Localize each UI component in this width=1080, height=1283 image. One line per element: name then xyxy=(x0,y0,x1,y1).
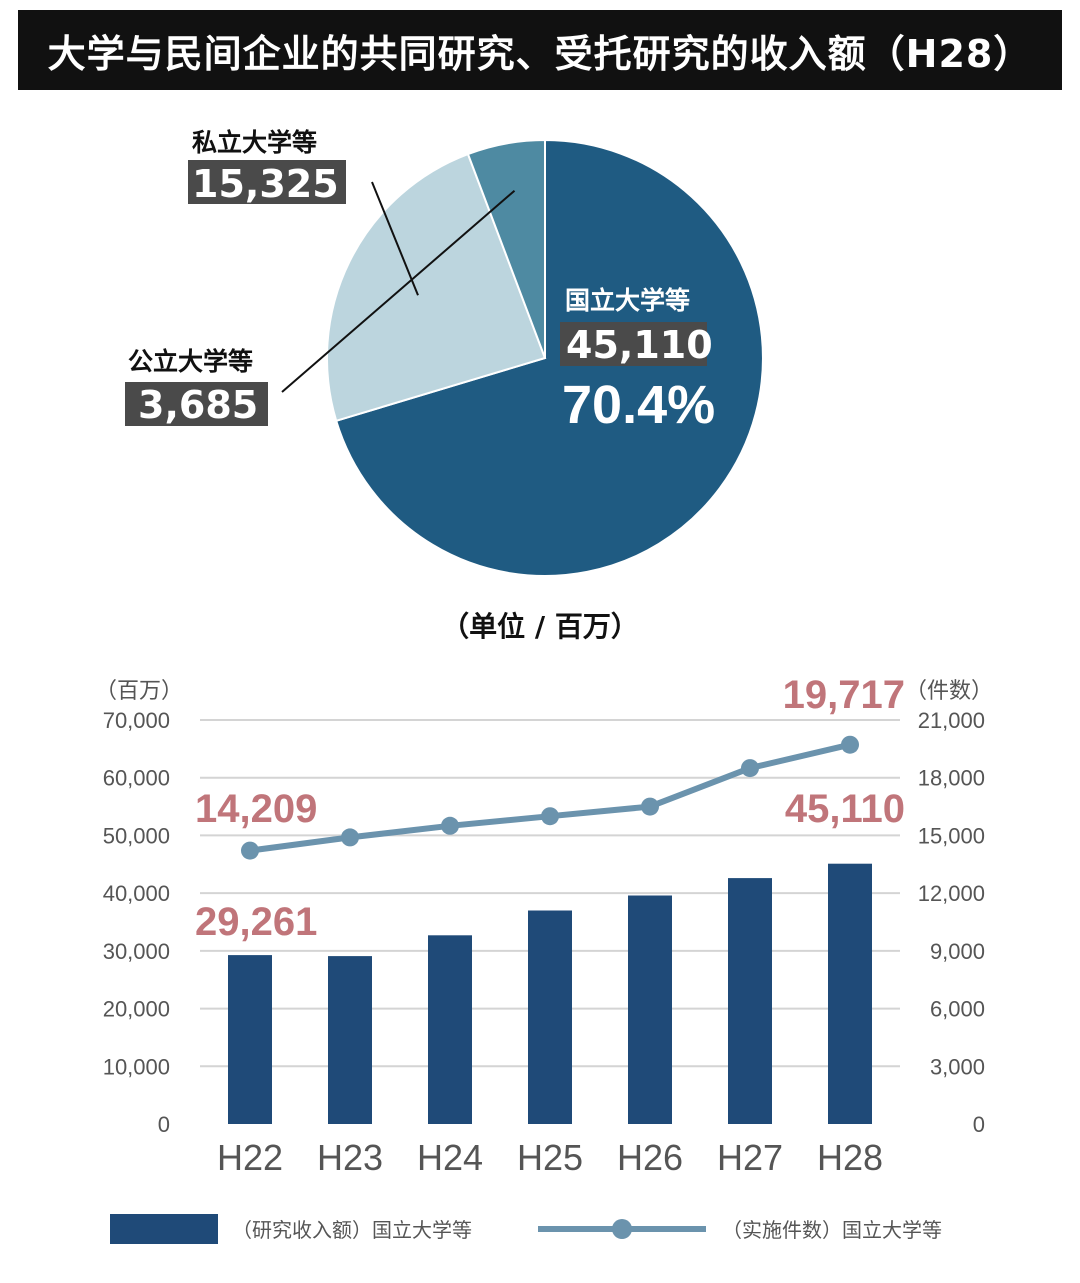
data-label-bar-H28: 45,110 xyxy=(785,787,905,831)
y-left-tick: 70,000 xyxy=(103,708,170,733)
bar-H27 xyxy=(728,878,772,1124)
y-right-tick: 15,000 xyxy=(918,823,985,848)
y-right-tick: 3,000 xyxy=(930,1054,985,1079)
pie-slice-public xyxy=(466,138,546,359)
line-point-H24 xyxy=(441,816,459,835)
page-title: 大学与民间企业的共同研究、受托研究的收入额（H28） xyxy=(47,31,1033,76)
y-left-tick: 30,000 xyxy=(103,939,170,964)
pie-slice-private xyxy=(325,152,547,423)
y-left-tick: 40,000 xyxy=(103,881,170,906)
pie-slice-national xyxy=(334,138,764,577)
y-left-tick: 10,000 xyxy=(103,1054,170,1079)
data-label-bar-H22: 29,261 xyxy=(195,900,317,944)
line-point-H26 xyxy=(641,797,659,816)
x-tick-H24: H24 xyxy=(417,1137,483,1178)
line-point-H23 xyxy=(341,828,359,847)
y-left-tick: 50,000 xyxy=(103,823,170,848)
line-point-H22 xyxy=(241,841,259,860)
pie-value-box-public xyxy=(125,382,268,426)
y-right-tick: 21,000 xyxy=(918,708,985,733)
y-left-tick: 20,000 xyxy=(103,997,170,1022)
title-bar: 大学与民间企业的共同研究、受托研究的收入额（H28） xyxy=(18,10,1062,90)
pie-value-private: 15,325 xyxy=(192,162,339,206)
pie-unit-label: （单位 / 百万） xyxy=(441,610,639,643)
y-left-tick: 0 xyxy=(158,1112,170,1137)
data-label-line-H22: 14,209 xyxy=(195,787,317,831)
pie-value-public: 3,685 xyxy=(138,383,258,427)
line-point-H25 xyxy=(541,807,559,826)
data-label-line-H28: 19,717 xyxy=(783,673,905,717)
pie-leader-public xyxy=(281,189,516,393)
legend-label-bar: （研究收入额）国立大学等 xyxy=(232,1218,472,1242)
bar-H22 xyxy=(228,955,272,1124)
x-tick-H27: H27 xyxy=(717,1137,783,1178)
y-right-tick: 6,000 xyxy=(930,997,985,1022)
pie-label-national: 国立大学等 xyxy=(565,286,690,315)
pie-value-box-private xyxy=(188,160,346,204)
bar-H23 xyxy=(328,956,372,1124)
line-point-H27 xyxy=(741,759,759,778)
pie-value-national: 45,110 xyxy=(566,323,713,367)
y-left-tick: 60,000 xyxy=(103,766,170,791)
line-point-H28 xyxy=(841,735,859,754)
pie-percent-national: 70.4% xyxy=(562,375,715,435)
y-right-axis-label: （件数） xyxy=(905,678,993,703)
bar-H25 xyxy=(528,910,572,1124)
y-right-tick: 12,000 xyxy=(918,881,985,906)
pie-leader-private xyxy=(371,181,419,296)
legend-swatch-bar xyxy=(110,1214,218,1244)
x-tick-H22: H22 xyxy=(217,1137,283,1178)
y-right-tick: 18,000 xyxy=(918,766,985,791)
pie-label-public: 公立大学等 xyxy=(128,347,253,376)
x-tick-H28: H28 xyxy=(817,1137,883,1178)
pie-value-box-national xyxy=(560,322,707,366)
y-right-tick: 0 xyxy=(973,1112,985,1137)
y-right-tick: 9,000 xyxy=(930,939,985,964)
pie-label-private: 私立大学等 xyxy=(192,128,317,157)
x-tick-H23: H23 xyxy=(317,1137,383,1178)
legend-label-line: （实施件数）国立大学等 xyxy=(722,1218,942,1242)
x-tick-H26: H26 xyxy=(617,1137,683,1178)
y-left-axis-label: （百万） xyxy=(95,678,183,703)
legend-swatch-marker xyxy=(612,1219,632,1239)
bar-H24 xyxy=(428,935,472,1124)
bar-H28 xyxy=(828,863,872,1124)
bar-H26 xyxy=(628,895,672,1124)
x-tick-H25: H25 xyxy=(517,1137,583,1178)
